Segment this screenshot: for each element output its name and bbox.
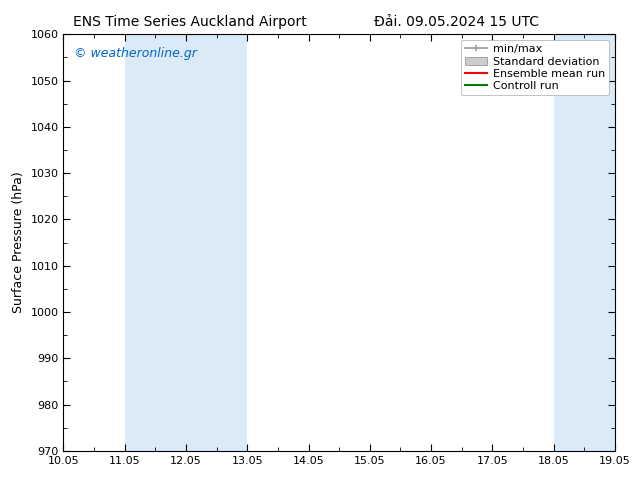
Bar [553, 34, 615, 451]
Y-axis label: Surface Pressure (hPa): Surface Pressure (hPa) [12, 172, 25, 314]
Legend: min/max, Standard deviation, Ensemble mean run, Controll run: min/max, Standard deviation, Ensemble me… [460, 40, 609, 96]
Text: © weatheronline.gr: © weatheronline.gr [74, 47, 197, 60]
Text: Đải. 09.05.2024 15 UTC: Đải. 09.05.2024 15 UTC [374, 15, 539, 29]
Text: ENS Time Series Auckland Airport: ENS Time Series Auckland Airport [74, 15, 307, 29]
Bar [125, 34, 247, 451]
